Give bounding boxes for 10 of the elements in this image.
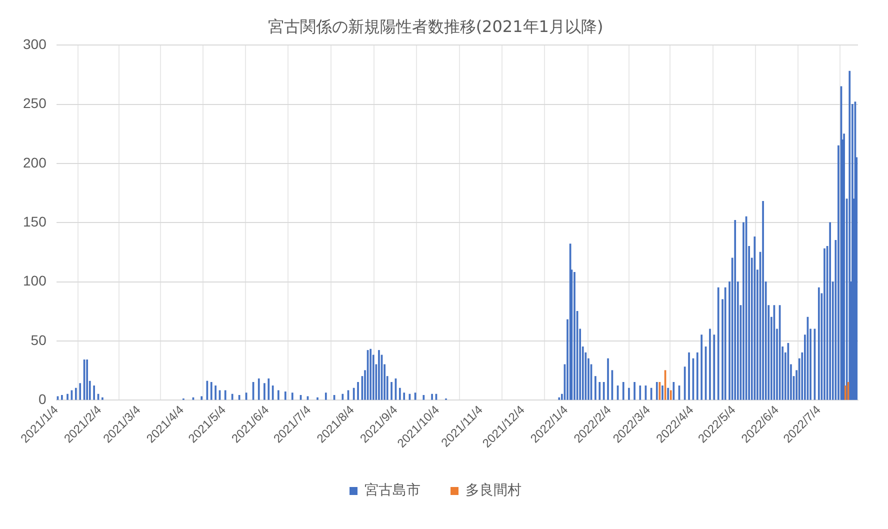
chart-title: 宮古関係の新規陽性者数推移(2021年1月以降) <box>268 16 604 36</box>
legend-label: 多良間村 <box>466 482 522 499</box>
y-tick-label: 150 <box>23 213 47 230</box>
y-tick-label: 250 <box>23 95 47 112</box>
legend-label: 宮古島市 <box>364 482 420 499</box>
y-tick-label: 100 <box>23 272 47 289</box>
y-tick-label: 50 <box>30 332 47 348</box>
y-tick-label: 300 <box>23 36 47 52</box>
y-tick-label: 0 <box>38 390 47 407</box>
y-tick-label: 200 <box>23 154 47 170</box>
